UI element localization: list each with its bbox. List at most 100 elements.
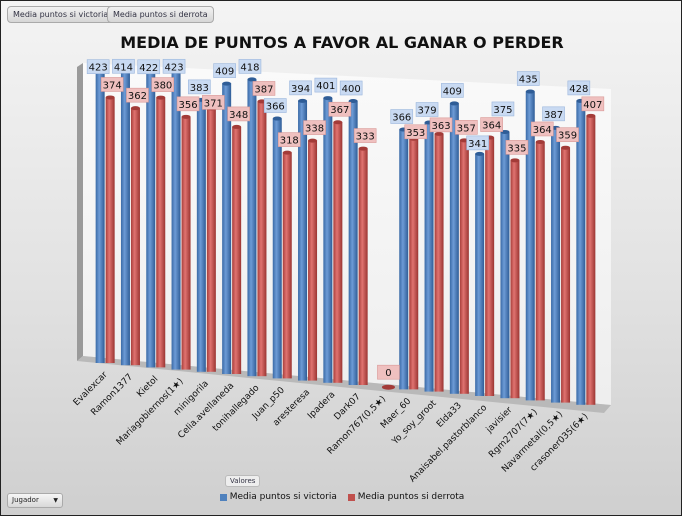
bar-cap [586,113,596,118]
data-label-victoria-bg [289,80,312,96]
bar-derrota [561,147,571,403]
jugador-dropdown[interactable]: Jugador ▼ [7,493,63,508]
bar-victoria [449,103,459,394]
data-label-victoria: 383 [190,83,209,94]
data-label-victoria: 366 [266,102,285,113]
data-label-derrota-bg [202,95,225,110]
data-label-victoria-bg [263,98,287,113]
data-label-derrota-bg [176,96,200,112]
bar-victoria [551,127,561,403]
data-label-victoria: 423 [89,63,108,74]
data-label-derrota: 357 [457,123,476,134]
data-label-victoria-bg [188,79,211,95]
bar-victoria [298,100,308,381]
data-label-derrota-bg [556,127,579,143]
data-label-derrota-bg [353,128,377,143]
data-label-victoria: 418 [240,62,259,73]
data-label-derrota: 353 [406,128,425,139]
bar-cap [222,81,232,86]
data-label-victoria-bg [162,58,186,74]
bar-cap [156,95,166,100]
legend-item-victoria: Media puntos si victoria [219,492,337,502]
category-label: Kietol [135,374,160,399]
data-label-victoria-bg [390,109,414,124]
bar-victoria [222,83,232,375]
data-label-victoria: 400 [342,84,361,95]
category-label: Rgm2707(7★) [487,407,540,460]
bar-cap [298,98,308,103]
data-label-victoria-bg [542,106,565,122]
bar-zero [381,384,395,390]
bar-victoria [399,129,409,390]
bar-derrota [459,140,469,394]
bar-cap [535,139,545,144]
data-label-victoria: 379 [418,106,437,117]
bar-cap [434,131,444,136]
bar-cap [475,151,485,156]
data-label-victoria-bg [314,77,338,93]
data-label-victoria-bg [137,59,161,75]
data-label-derrota-bg [227,106,250,122]
data-label-derrota-bg [277,132,301,147]
data-label-derrota: 333 [356,132,375,143]
bar-victoria [525,91,535,401]
bar-cap [323,96,333,101]
chart-title: MEDIA DE PUNTOS A FAVOR AL GANAR O PERDE… [120,33,564,52]
bar-cap [333,120,343,125]
bar-cap [247,77,257,82]
data-label-derrota: 367 [330,105,349,116]
data-label-derrota-bg [404,124,428,140]
bar-cap [308,138,318,143]
data-label-victoria: 435 [519,75,538,86]
data-label-victoria: 394 [291,84,310,95]
bar-cap [181,114,191,119]
filter-button-derrota[interactable]: Media puntos si derrota [107,6,214,23]
data-label-derrota: 359 [558,131,577,142]
bar-victoria [500,131,510,399]
data-label-victoria: 366 [392,113,411,124]
data-label-victoria-bg [567,80,591,96]
data-label-victoria: 387 [544,110,563,121]
data-label-victoria: 422 [139,63,158,74]
bar-cap [510,158,520,163]
bar-derrota [535,141,545,401]
bar-derrota [257,101,267,377]
jugador-label: Jugador [12,496,39,504]
valores-field-button[interactable]: Valores [225,475,261,487]
data-label-derrota-bg [581,96,605,112]
data-label-derrota: 348 [229,110,248,121]
data-label-derrota: 335 [507,143,526,154]
data-label-derrota-bg [303,120,326,135]
data-label-victoria: 423 [165,62,184,73]
bar-victoria [120,71,130,366]
bar-victoria [247,79,257,377]
data-label-derrota: 407 [583,100,602,111]
bar-derrota [282,152,292,379]
data-label-victoria: 409 [443,86,462,97]
data-label-derrota-bg [328,101,352,117]
data-label-derrota: 364 [482,121,501,132]
bar-victoria [323,98,333,383]
data-label-derrota-bg [100,77,124,92]
legend-label-derrota: Media puntos si derrota [357,492,465,502]
legend-label-victoria: Media puntos si victoria [229,492,337,502]
data-label-victoria-bg [516,71,540,86]
data-label-victoria: 341 [468,139,487,150]
bar-derrota [586,115,596,405]
legend-swatch-derrota [347,493,355,501]
data-label-victoria: 428 [569,84,588,95]
bar-victoria [146,67,156,368]
data-label-victoria-bg [339,80,363,96]
legend-item-derrota: Media puntos si derrota [347,492,465,502]
bar-cap [282,150,292,155]
bar-derrota [409,138,419,390]
data-label-victoria-bg [441,83,464,98]
bar-cap [449,101,459,106]
bar-derrota [358,148,368,385]
bar-derrota [232,126,242,374]
bar-derrota [206,108,216,372]
bar-victoria [348,101,358,385]
data-label-derrota: 363 [432,121,451,132]
